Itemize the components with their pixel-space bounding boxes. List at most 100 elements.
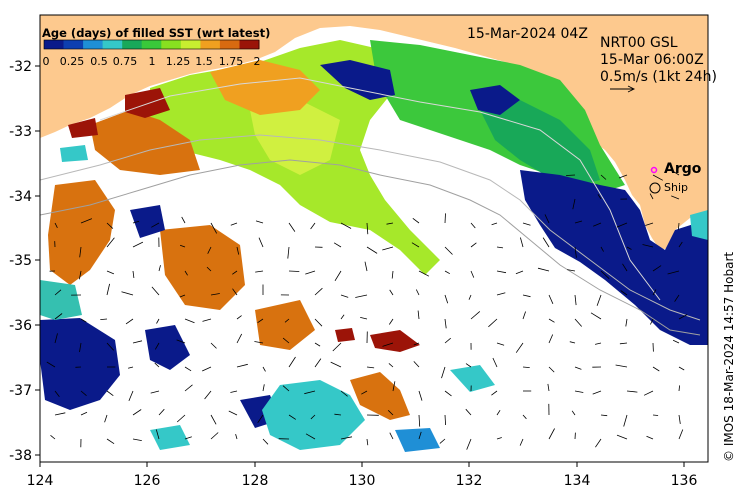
current-arrow [127, 366, 134, 369]
colorbar-labels: 0 0.25 0.5 0.75 1 1.25 1.5 1.75 2 [43, 55, 261, 68]
current-arrow [361, 390, 368, 395]
current-arrow [652, 265, 662, 272]
current-arrow [466, 438, 472, 450]
current-arrow [80, 318, 87, 323]
colorbar-segment [180, 40, 201, 49]
current-arrow [287, 246, 290, 259]
current-arrow [417, 310, 420, 320]
current-arrow [235, 433, 238, 440]
current-arrow [230, 222, 238, 226]
current-arrow [470, 311, 481, 320]
colorbar-segment [122, 40, 143, 49]
current-arrow [600, 414, 608, 417]
current-arrow [444, 294, 449, 304]
colorbar-segment [44, 40, 64, 49]
current-arrow [515, 270, 524, 275]
current-arrow [616, 434, 628, 440]
current-arrow [158, 265, 161, 272]
current-arrow [674, 294, 680, 302]
current-arrow [391, 270, 394, 279]
current-arrow [132, 220, 140, 224]
current-arrow [388, 363, 394, 368]
current-arrow [132, 438, 142, 441]
argo-marker [650, 166, 658, 174]
current-arrow [652, 366, 660, 372]
current-arrow [567, 269, 576, 272]
current-arrow [678, 414, 681, 424]
current-arrow [304, 390, 316, 395]
age-patch-teal-south [262, 380, 365, 450]
y-tick-label: -34 [9, 189, 32, 205]
current-arrow [210, 222, 218, 234]
current-arrow [574, 294, 577, 306]
current-arrow [330, 361, 342, 368]
current-arrow [596, 294, 602, 306]
product-label: NRT00 GSL [600, 35, 678, 51]
age-patch-darkblue-e2 [470, 85, 520, 115]
current-arrow [592, 390, 602, 395]
current-arrow [488, 318, 498, 328]
age-patch-teal-southw [150, 425, 190, 450]
current-arrow [106, 222, 114, 229]
current-arrow [672, 170, 680, 176]
current-arrow [334, 270, 342, 282]
current-arrow [444, 318, 447, 329]
current-arrow [340, 314, 345, 320]
current-arrow [625, 318, 628, 327]
current-arrow [496, 246, 504, 249]
current-arrow [519, 438, 524, 446]
colorbar-tick-label: 0 [43, 55, 50, 68]
current-arrow [496, 270, 507, 274]
age-patch-darkblue-east [520, 170, 708, 345]
age-patch-orange-centre [255, 300, 315, 350]
current-arrow [230, 390, 238, 393]
current-arrow [156, 318, 160, 324]
current-arrow [310, 222, 316, 230]
x-tick-label: 134 [564, 473, 591, 489]
y-tick-label: -37 [9, 383, 32, 399]
current-arrow [340, 294, 349, 298]
product-date: 15-Mar 06:00Z [600, 52, 704, 68]
y-tick-label: -36 [9, 318, 32, 334]
current-arrow [382, 342, 394, 347]
current-arrow [366, 222, 369, 235]
current-arrow [520, 237, 524, 248]
age-patch-darkblue-s [145, 325, 190, 370]
current-arrow [257, 414, 264, 424]
current-arrow [228, 410, 238, 416]
current-arrow [667, 270, 680, 275]
current-arrow [470, 222, 476, 229]
plot-frame [39, 14, 709, 463]
current-arrow [366, 246, 378, 254]
argo-legend-label: Argo [664, 161, 702, 177]
current-arrow [413, 342, 420, 346]
current-arrow [366, 438, 369, 446]
current-arrow [288, 414, 297, 420]
current-arrow [154, 362, 160, 368]
current-arrow [206, 266, 212, 272]
colorbar-segment [219, 40, 240, 49]
current-vectors [46, 170, 688, 450]
shelf-contour [40, 159, 701, 336]
current-arrow [262, 366, 266, 372]
current-arrow [678, 314, 688, 320]
current-arrow [444, 213, 446, 224]
current-arrow [522, 366, 530, 368]
current-arrow [574, 220, 583, 224]
age-patch-teal-north [60, 145, 88, 162]
current-arrow [643, 390, 654, 396]
current-arrow [491, 222, 498, 226]
current-arrow [179, 294, 186, 298]
current-arrow [444, 390, 452, 397]
current-arrow [132, 340, 143, 344]
current-arrow [646, 435, 654, 440]
current-arrow [522, 222, 531, 226]
current-arrow [649, 193, 654, 200]
current-arrow [236, 363, 248, 368]
current-arrow [600, 174, 607, 180]
age-patch-darkblue-sw [40, 318, 120, 410]
current-arrow [54, 222, 58, 228]
current-arrow [255, 270, 264, 273]
current-arrow [496, 292, 506, 296]
current-arrow [620, 290, 628, 296]
